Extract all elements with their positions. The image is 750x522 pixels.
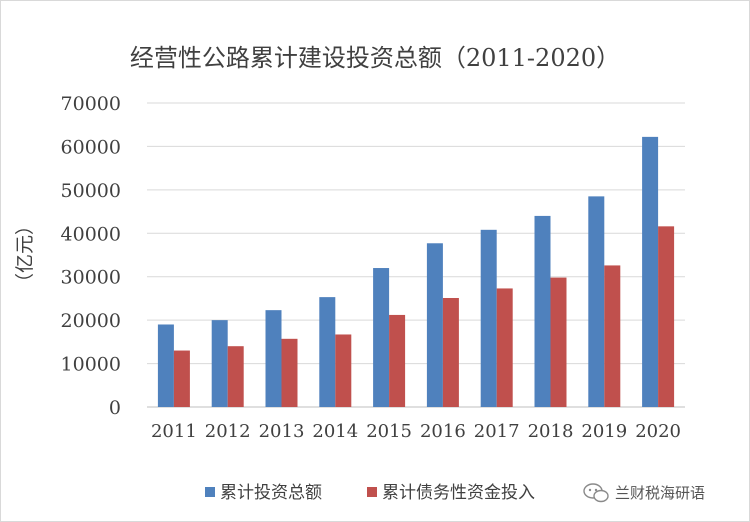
y-tick-label: 20000: [61, 310, 121, 332]
y-tick-label: 60000: [61, 136, 121, 158]
bar-debt-2012: [227, 346, 244, 407]
bar-debt-2017: [496, 288, 513, 407]
y-axis-label: （亿元）: [14, 216, 36, 292]
x-tick-label: 2018: [528, 421, 574, 442]
bar-investment-2011: [157, 324, 174, 407]
bar-investment-2019: [588, 196, 605, 407]
bar-investment-2014: [319, 297, 336, 407]
bar-investment-2016: [426, 243, 443, 407]
bar-debt-2020: [658, 226, 675, 407]
x-tick-label: 2020: [635, 421, 681, 442]
y-tick-label: 70000: [61, 93, 121, 115]
y-axis-ticks: 0 10000 20000 30000 40000 50000 60000 70000: [61, 93, 121, 419]
x-tick-label: 2012: [205, 421, 251, 442]
legend-swatch: [367, 487, 377, 497]
bar-debt-2014: [335, 334, 352, 407]
bar-investment-2017: [480, 229, 497, 407]
legend-label: 累计债务性资金投入: [382, 483, 535, 503]
wechat-icon: [583, 483, 609, 503]
x-axis-ticks: 2011 2012 2013 2014 2015 2016 2017 2018 2019 2020: [151, 421, 681, 442]
bar-debt-2015: [389, 314, 406, 407]
bar-investment-2018: [534, 215, 551, 407]
x-tick-label: 2014: [312, 421, 358, 442]
x-tick-label: 2011: [151, 421, 197, 442]
legend-swatch: [205, 487, 215, 497]
bar-debt-2019: [604, 265, 621, 407]
x-tick-label: 2015: [366, 421, 412, 442]
bar-debt-2013: [281, 338, 298, 407]
chart-title: 经营性公路累计建设投资总额（2011-2020）: [130, 44, 620, 72]
y-tick-label: 30000: [61, 267, 121, 289]
legend-label: 累计投资总额: [220, 483, 322, 503]
y-tick-label: 50000: [61, 180, 121, 202]
x-tick-label: 2017: [474, 421, 520, 442]
bar-debt-2018: [550, 277, 567, 407]
bar-debt-2011: [173, 350, 190, 407]
x-tick-label: 2013: [259, 421, 305, 442]
watermark-text: 兰财税海研语: [615, 484, 705, 502]
y-tick-label: 40000: [61, 223, 121, 245]
watermark: 兰财税海研语: [583, 483, 705, 503]
bar-debt-2016: [442, 297, 459, 407]
x-tick-label: 2016: [420, 421, 466, 442]
bar-investment-2015: [373, 268, 390, 407]
bar-investment-2013: [265, 310, 282, 407]
bar-investment-2020: [642, 136, 659, 408]
bars: [157, 136, 675, 408]
y-tick-label: 0: [109, 397, 121, 419]
y-tick-label: 10000: [61, 354, 121, 376]
bar-investment-2012: [211, 320, 228, 407]
legend: 累计投资总额 累计债务性资金投入: [205, 483, 535, 503]
x-tick-label: 2019: [581, 421, 627, 442]
